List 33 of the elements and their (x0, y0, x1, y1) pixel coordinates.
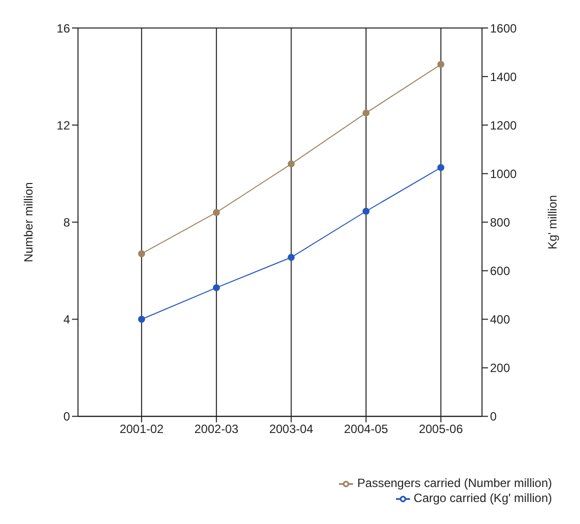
point (288, 160, 295, 168)
x-tick-label: 2004-05 (344, 422, 388, 436)
legend-label: Cargo carried (Kg' million) (414, 491, 552, 506)
y-tick-label: 0 (63, 410, 70, 424)
point (212, 208, 220, 216)
point (362, 208, 370, 215)
y2-tick-label: 600 (490, 264, 510, 278)
point (437, 164, 444, 172)
x-tick-label: 2002-03 (194, 422, 239, 436)
point (362, 109, 370, 116)
y2-tick-label: 800 (490, 215, 510, 230)
y-tick-label: 12 (56, 118, 70, 132)
point (437, 60, 444, 68)
y2-tick-label: 1600 (490, 21, 518, 36)
y-tick-label: 16 (56, 21, 70, 36)
y2-tick-label: 1400 (490, 70, 518, 84)
y2-tick-label: 200 (490, 361, 510, 376)
y2-tick-label: 1200 (490, 118, 518, 132)
point (138, 250, 146, 258)
y2-tick-label: 1000 (490, 166, 518, 181)
x-tick-label: 2003-04 (269, 422, 314, 436)
x-tick-label: 2005-06 (418, 422, 464, 436)
point (138, 316, 146, 323)
point (288, 254, 295, 261)
x-tick-label: 2001-02 (120, 422, 164, 436)
y2-axis-title: Kg' million (545, 195, 560, 250)
y-tick-label: 4 (63, 312, 70, 327)
y-tick-label: 8 (63, 215, 70, 230)
point (212, 284, 220, 292)
legend-label: Passengers carried (Number million) (357, 476, 552, 490)
y2-tick-label: 0 (490, 410, 497, 424)
y-axis-title: Number million (21, 182, 36, 262)
y2-tick-label: 400 (490, 312, 510, 327)
